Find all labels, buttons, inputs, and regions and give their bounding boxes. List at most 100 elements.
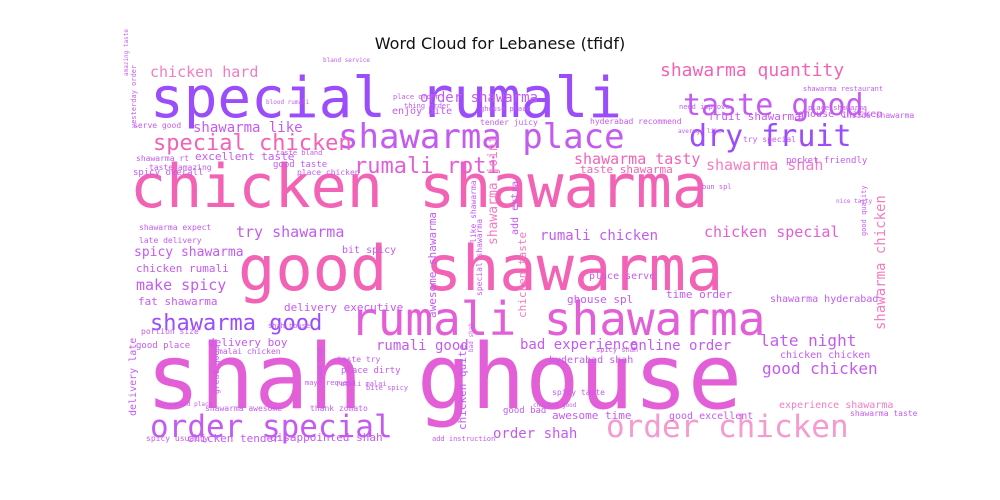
word-cloud-term: chicken chicken	[780, 350, 870, 361]
word-cloud-term: thank zomato	[310, 404, 368, 413]
word-cloud-term: chicken taste	[516, 232, 529, 318]
word-cloud-term: malai chicken	[218, 347, 281, 356]
word-cloud-term: experience shawarma	[779, 400, 893, 411]
word-cloud-term: bit spicy	[342, 245, 396, 256]
word-cloud-term: taste shawarma	[580, 163, 673, 176]
word-cloud-term: order shah	[493, 426, 577, 442]
word-cloud-term: rumali chicken	[540, 228, 658, 244]
word-cloud-term: disappointed shah	[270, 431, 383, 444]
word-cloud-term: ghouse chicken	[798, 109, 882, 120]
word-cloud-term: add extra	[510, 181, 521, 235]
word-cloud-term: try shawarma	[236, 223, 344, 241]
word-cloud-term: shawarma shah	[706, 156, 823, 174]
word-cloud-term: average like	[678, 128, 722, 135]
word-cloud-term: shawarma expect	[139, 223, 211, 232]
word-cloud-term: place chicken	[297, 168, 360, 177]
word-cloud-term: online order	[630, 338, 731, 354]
word-cloud-term: chicken quite	[456, 344, 469, 430]
word-cloud-term: excellent taste	[195, 150, 294, 163]
word-cloud-term: taste good	[683, 88, 864, 123]
word-cloud-term: special chicken	[153, 131, 352, 156]
word-cloud-term: place dirty	[341, 366, 401, 376]
word-cloud-term: bun spl	[702, 183, 732, 191]
word-cloud-term: ghouse spl	[567, 293, 633, 306]
word-cloud-term: good place	[136, 341, 190, 351]
word-cloud-term: amazing taste	[123, 29, 130, 76]
word-cloud-term: shah house	[268, 322, 310, 330]
word-cloud-term: rumali malai	[336, 380, 387, 388]
word-cloud-term: special rumali	[150, 66, 622, 131]
word-cloud-term: delivery executive	[284, 301, 403, 314]
word-cloud-term: bland service	[323, 57, 370, 64]
word-cloud-term: awesome shawarma	[426, 212, 439, 318]
chart-title: Word Cloud for Lebanese (tfidf)	[374, 34, 626, 53]
word-cloud-term: rumali good	[376, 338, 469, 354]
word-cloud-term: delivery boy	[208, 336, 288, 349]
word-cloud-term: spicy shah	[596, 346, 638, 354]
word-cloud-term: bite spicy	[366, 384, 408, 392]
word-cloud-term: great good	[212, 346, 221, 394]
word-cloud-term: time order	[666, 288, 733, 301]
word-cloud-term: hyderabad shah	[549, 355, 633, 366]
word-cloud-term: portion size	[141, 327, 199, 336]
word-cloud-term: place serve	[589, 271, 655, 282]
word-cloud-term: taste try	[337, 355, 381, 364]
word-cloud-term: rumali roti	[354, 154, 500, 179]
word-cloud-term: thing order	[404, 102, 450, 110]
word-cloud-term: dry fruit	[689, 119, 852, 154]
word-cloud-term: spicy shawarma	[134, 245, 244, 260]
word-cloud-term: bad shah	[468, 323, 475, 352]
word-cloud-term: shawarma taste	[850, 409, 918, 418]
word-cloud-term: order shawarma	[420, 90, 538, 106]
word-cloud-term: add instruction	[432, 435, 495, 443]
word-cloud-term: order chicken	[606, 409, 849, 445]
word-cloud-term: recommend place	[158, 401, 213, 408]
word-cloud-term: rumali shawarma	[350, 292, 765, 346]
word-cloud-term: inside shawarma	[842, 111, 914, 120]
word-cloud-term: shawarma chicken	[873, 195, 889, 330]
word-cloud-term: spicy taste	[552, 388, 605, 397]
word-cloud-term: shawarma like	[193, 120, 303, 136]
word-cloud-term: fat shawarma	[138, 295, 217, 308]
word-cloud-term: yesterday order	[130, 65, 138, 128]
word-cloud-term: pocket friendly	[786, 156, 868, 166]
word-cloud-term: chicken rumali	[136, 262, 229, 275]
word-cloud-term: try special	[743, 135, 796, 144]
word-cloud-term: shawarma hyderabad	[770, 294, 878, 305]
word-cloud-term: shawarma tasty	[574, 150, 700, 168]
word-cloud-term: chicken good	[533, 402, 577, 409]
word-cloud-term: chicken hard	[150, 63, 258, 81]
word-cloud-term: delivery late	[128, 338, 139, 416]
word-cloud-term: shawarma joint	[486, 135, 501, 245]
word-cloud-term: late delivery	[139, 236, 202, 245]
word-cloud-term: shawarma place	[338, 117, 625, 157]
word-cloud-term: good chicken	[762, 359, 878, 378]
word-cloud-term: awesome time	[552, 409, 631, 422]
word-cloud-term: bad experience	[520, 337, 638, 353]
word-cloud-term: taste bland	[276, 149, 322, 157]
word-cloud-term: shawarma rt	[136, 154, 189, 163]
word-cloud-term: tender juicy	[480, 118, 538, 127]
word-cloud-term: late night	[760, 331, 856, 350]
word-cloud-term: good shawarma	[238, 232, 723, 305]
word-cloud-term: like shawarma	[469, 180, 478, 243]
word-cloud-term: order special	[150, 409, 393, 445]
word-cloud-term: hyderabad recommend	[590, 117, 682, 126]
word-cloud-term: special shawarma	[475, 219, 484, 296]
word-cloud-term: place order	[393, 93, 439, 101]
word-cloud-term: chicken special	[704, 223, 839, 241]
word-cloud-term: fruit shawarma	[708, 110, 801, 123]
word-cloud-term: good bad	[503, 406, 546, 416]
word-cloud-term: need improve	[679, 103, 730, 111]
word-cloud-term: make spicy	[136, 276, 226, 294]
word-cloud-term: spicy usually	[146, 434, 209, 443]
word-cloud-term: chicken tender	[187, 432, 280, 445]
word-cloud-term: taste amazing	[149, 163, 212, 172]
word-cloud-term: place shawarma	[808, 104, 867, 112]
word-cloud-term: chicken shawarma	[130, 152, 708, 222]
word-cloud-term: good quality	[860, 185, 868, 236]
word-cloud-term: enjoy bite	[392, 106, 452, 117]
word-cloud-term: good taste	[273, 160, 327, 170]
word-cloud-term: ghouse place	[480, 105, 531, 113]
